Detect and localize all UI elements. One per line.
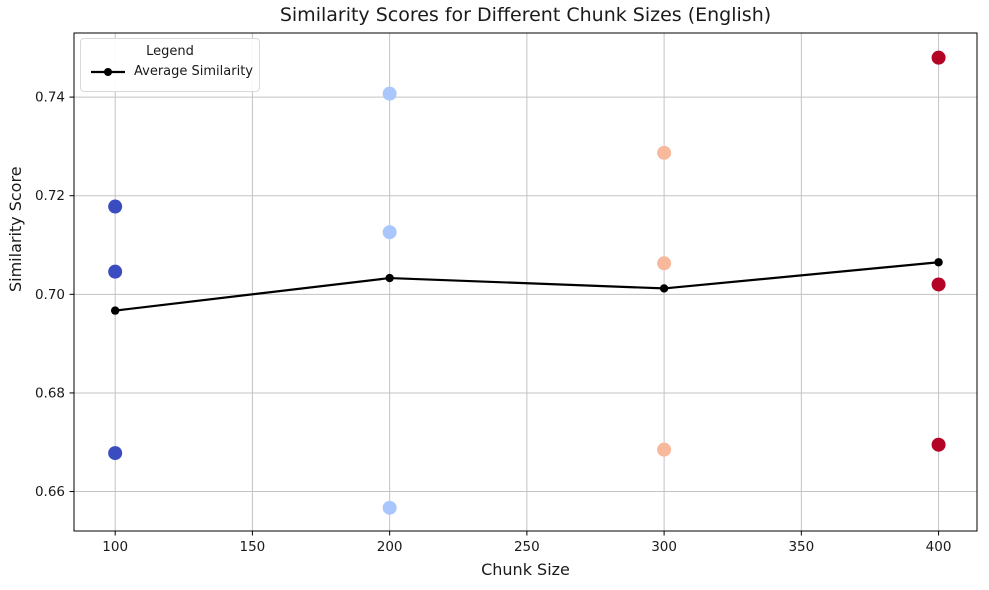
x-tick-label: 350 <box>788 539 814 555</box>
y-tick-label: 0.74 <box>35 90 65 106</box>
x-tick-label: 250 <box>514 539 540 555</box>
average-similarity-point <box>110 306 120 315</box>
y-tick-label: 0.72 <box>35 188 65 204</box>
y-tick-label: 0.66 <box>35 484 65 500</box>
average-similarity-point <box>385 273 394 283</box>
average-similarity-line <box>115 261 939 312</box>
plot-border <box>73 32 978 532</box>
average-similarity-point <box>659 284 669 293</box>
y-tick-label: 0.70 <box>35 287 65 303</box>
chart-title: Similarity Scores for Different Chunk Si… <box>279 4 772 26</box>
average-similarity-marker-icon <box>91 67 125 76</box>
scatter-point-chunk-size-300 <box>657 256 672 271</box>
legend-box: Legend Average Similarity <box>80 38 260 92</box>
scatter-point-chunk-size-100 <box>108 264 123 279</box>
average-similarity-point <box>934 258 943 267</box>
scatter-point-chunk-size-100 <box>108 199 123 214</box>
scatter-point-chunk-size-200 <box>382 86 397 101</box>
y-tick-label: 0.68 <box>35 385 65 401</box>
x-tick-label: 100 <box>102 539 128 555</box>
scatter-point-chunk-size-400 <box>931 277 946 292</box>
legend-entry-label: Average Similarity <box>134 64 253 79</box>
legend-entry-average-similarity: Average Similarity <box>90 64 259 79</box>
x-tick-label: 200 <box>377 539 403 555</box>
legend-title: Legend <box>146 44 194 59</box>
scatter-point-chunk-size-400 <box>931 50 946 65</box>
scatter-point-chunk-size-300 <box>657 145 672 160</box>
scatter-point-chunk-size-400 <box>931 437 946 452</box>
x-tick-label: 150 <box>240 539 266 555</box>
x-tick-label: 300 <box>651 539 677 555</box>
scatter-point-chunk-size-200 <box>382 225 397 240</box>
y-axis-label: Similarity Score <box>6 166 25 292</box>
x-axis-label: Chunk Size <box>481 560 570 579</box>
x-tick-label: 400 <box>926 539 952 555</box>
scatter-point-chunk-size-300 <box>657 442 672 457</box>
scatter-point-chunk-size-100 <box>108 446 123 461</box>
scatter-point-chunk-size-200 <box>382 500 397 515</box>
